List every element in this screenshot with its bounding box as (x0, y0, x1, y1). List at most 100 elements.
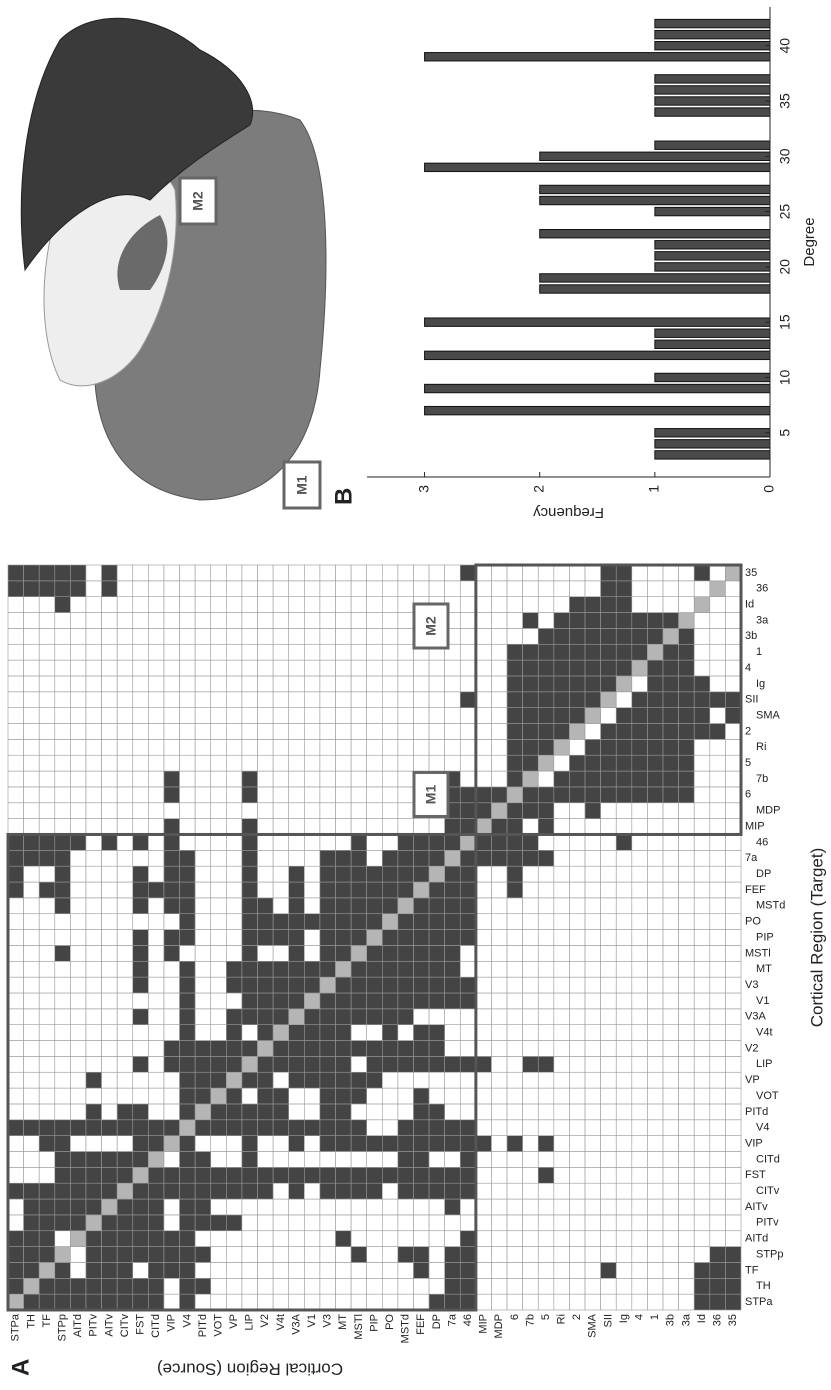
matrix-cell (445, 1199, 461, 1215)
matrix-cell (491, 692, 507, 708)
matrix-cell (55, 660, 71, 676)
y-tick-label: 7b (524, 1314, 536, 1326)
matrix-cell (211, 1294, 227, 1310)
matrix-cell (55, 898, 71, 914)
matrix-cell (226, 1151, 242, 1167)
matrix-cell (382, 597, 398, 613)
matrix-cell (55, 834, 71, 850)
x-tick-label: V3 (745, 979, 758, 991)
matrix-cell (180, 1215, 196, 1231)
matrix-cell (476, 708, 492, 724)
matrix-cell (164, 866, 180, 882)
matrix-cell (507, 898, 523, 914)
matrix-cell (164, 1167, 180, 1183)
matrix-cell (632, 1151, 648, 1167)
matrix-cell (476, 819, 492, 835)
matrix-cell (569, 1183, 585, 1199)
matrix-cell (445, 1072, 461, 1088)
bar (655, 207, 770, 215)
matrix-cell (24, 930, 40, 946)
y-tick-label: PO (384, 1314, 396, 1330)
matrix-cell (725, 1247, 741, 1263)
matrix-cell (164, 1231, 180, 1247)
matrix-cell (8, 834, 24, 850)
x-tick-label: 35 (777, 93, 793, 109)
x-tick-label: FEF (745, 884, 766, 896)
y-tick-label: 4 (634, 1314, 646, 1320)
matrix-cell (382, 1294, 398, 1310)
matrix-cell (367, 930, 383, 946)
matrix-cell (289, 787, 305, 803)
matrix-cell (86, 739, 102, 755)
matrix-cell (616, 724, 632, 740)
matrix-cell (616, 1088, 632, 1104)
matrix-cell (710, 945, 726, 961)
matrix-cell (273, 1025, 289, 1041)
matrix-cell (117, 565, 133, 581)
matrix-cell (320, 1215, 336, 1231)
matrix-cell (164, 1088, 180, 1104)
matrix-cell (133, 898, 149, 914)
matrix-cell (258, 1088, 274, 1104)
matrix-cell (491, 597, 507, 613)
matrix-cell (55, 613, 71, 629)
matrix-cell (211, 724, 227, 740)
matrix-cell (70, 660, 86, 676)
matrix-cell (569, 1136, 585, 1152)
matrix-cell (102, 565, 118, 581)
matrix-cell (148, 1072, 164, 1088)
matrix-cell (39, 755, 55, 771)
matrix-cell (367, 1151, 383, 1167)
matrix-cell (320, 628, 336, 644)
matrix-cell (413, 914, 429, 930)
matrix-cell (226, 1120, 242, 1136)
matrix-cell (601, 945, 617, 961)
matrix-cell (102, 613, 118, 629)
matrix-cell (242, 1231, 258, 1247)
matrix-cell (24, 660, 40, 676)
matrix-cell (569, 882, 585, 898)
y-tick-label: 46 (462, 1314, 474, 1326)
matrix-cell (413, 1120, 429, 1136)
matrix-cell (320, 565, 336, 581)
matrix-cell (647, 755, 663, 771)
matrix-cell (445, 977, 461, 993)
matrix-cell (616, 819, 632, 835)
matrix-cell (102, 930, 118, 946)
matrix-cell (367, 1262, 383, 1278)
matrix-cell (148, 1247, 164, 1263)
matrix-cell (601, 882, 617, 898)
matrix-cell (258, 644, 274, 660)
matrix-cell (320, 1183, 336, 1199)
matrix-cell (273, 1120, 289, 1136)
matrix-cell (24, 597, 40, 613)
matrix-cell (180, 755, 196, 771)
matrix-cell (226, 1215, 242, 1231)
matrix-cell (320, 882, 336, 898)
matrix-cell (211, 961, 227, 977)
matrix-cell (616, 1025, 632, 1041)
matrix-cell (304, 1278, 320, 1294)
matrix-cell (289, 692, 305, 708)
matrix-cell (413, 1136, 429, 1152)
matrix-cell (24, 898, 40, 914)
matrix-cell (8, 739, 24, 755)
matrix-cell (320, 644, 336, 660)
matrix-cell (491, 771, 507, 787)
matrix-cell (55, 1294, 71, 1310)
matrix-cell (413, 581, 429, 597)
matrix-cell (86, 914, 102, 930)
matrix-cell (476, 739, 492, 755)
matrix-cell (164, 724, 180, 740)
y-tick-label: FST (134, 1314, 146, 1335)
matrix-cell (398, 930, 414, 946)
matrix-cell (117, 961, 133, 977)
x-tick-label: VOT (756, 1090, 779, 1102)
matrix-cell (133, 787, 149, 803)
matrix-cell (710, 803, 726, 819)
matrix-cell (8, 708, 24, 724)
matrix-cell (148, 1199, 164, 1215)
matrix-cell (289, 1199, 305, 1215)
matrix-cell (585, 850, 601, 866)
matrix-cell (273, 565, 289, 581)
